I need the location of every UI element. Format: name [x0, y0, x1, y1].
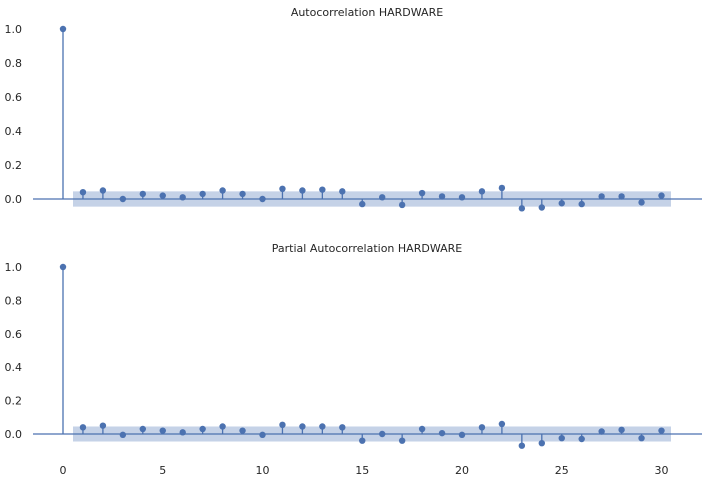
data-point	[139, 425, 146, 433]
data-point	[418, 425, 426, 433]
data-point	[119, 431, 127, 439]
data-point	[598, 193, 605, 200]
data-point	[538, 439, 545, 447]
data-point	[498, 184, 506, 192]
data-point	[339, 424, 346, 431]
x-tick-label: 5	[159, 464, 166, 477]
data-point	[199, 190, 206, 198]
data-point	[79, 424, 87, 431]
data-point	[379, 194, 386, 201]
x-tick-label: 30	[655, 464, 669, 477]
data-point	[638, 434, 645, 442]
data-point	[319, 186, 326, 193]
x-tick-label: 20	[455, 464, 469, 477]
data-point	[239, 427, 246, 434]
y-tick-label: 0.8	[5, 294, 23, 307]
data-point	[159, 192, 166, 199]
y-tick-label: 0.2	[5, 395, 23, 408]
data-point	[498, 420, 506, 428]
data-point	[398, 201, 406, 209]
data-point	[279, 185, 286, 192]
data-point	[299, 187, 306, 194]
data-point	[458, 431, 466, 439]
data-point	[518, 442, 526, 449]
data-point	[379, 430, 386, 438]
data-point	[638, 199, 645, 206]
data-point	[59, 25, 67, 33]
data-point	[219, 187, 226, 194]
data-point	[119, 195, 127, 203]
x-tick-label: 10	[256, 464, 270, 477]
data-point	[359, 437, 366, 444]
data-point	[279, 421, 286, 429]
data-point	[658, 427, 665, 434]
data-point	[518, 205, 526, 212]
data-point	[598, 428, 605, 435]
y-tick-label: 0.6	[5, 328, 23, 341]
y-tick-label: 0.6	[5, 91, 23, 104]
data-point	[538, 204, 545, 211]
chart-title: Partial Autocorrelation HARDWARE	[272, 242, 462, 255]
data-point	[139, 190, 146, 198]
data-point	[618, 193, 625, 200]
chart-title: Autocorrelation HARDWARE	[291, 6, 443, 19]
y-tick-label: 1.0	[5, 23, 23, 36]
y-tick-label: 0.8	[5, 57, 23, 70]
data-point	[398, 437, 406, 444]
data-point	[339, 188, 346, 195]
data-point	[618, 426, 625, 434]
data-point	[159, 427, 166, 434]
y-tick-label: 1.0	[5, 261, 23, 274]
data-point	[259, 195, 266, 203]
data-point	[478, 188, 486, 195]
data-point	[438, 429, 446, 437]
data-point	[558, 434, 565, 442]
autocorrelation-panel: Autocorrelation HARDWARE 1.0 0.8 0.6 0.4 0.2…	[5, 6, 702, 212]
data-point	[239, 190, 246, 198]
data-point	[179, 194, 186, 201]
y-tick-label: 0.4	[5, 125, 23, 138]
data-point	[438, 193, 446, 200]
data-point	[219, 423, 226, 430]
x-tick-label: 15	[355, 464, 369, 477]
data-point	[79, 189, 87, 196]
data-point	[99, 422, 107, 429]
data-point	[199, 425, 206, 433]
data-point	[59, 263, 67, 271]
data-point	[658, 192, 665, 199]
y-tick-label: 0.4	[5, 361, 23, 374]
data-point	[319, 423, 326, 430]
y-tick-label: 0.0	[5, 193, 23, 206]
data-point	[99, 187, 107, 194]
data-point	[478, 424, 486, 431]
data-point	[418, 189, 426, 197]
y-tick-label: 0.2	[5, 159, 23, 172]
partial-autocorrelation-panel: Partial Autocorrelation HARDWARE 1.0 0.8 0…	[5, 242, 702, 477]
data-point	[259, 431, 266, 439]
x-tick-label: 25	[555, 464, 569, 477]
data-point	[179, 429, 186, 436]
data-point	[458, 194, 466, 201]
data-point	[299, 423, 306, 430]
data-point	[558, 200, 565, 207]
data-point	[578, 435, 585, 443]
x-tick-label: 0	[60, 464, 67, 477]
data-point	[578, 200, 585, 208]
data-point	[359, 200, 366, 208]
y-tick-label: 0.0	[5, 428, 23, 441]
